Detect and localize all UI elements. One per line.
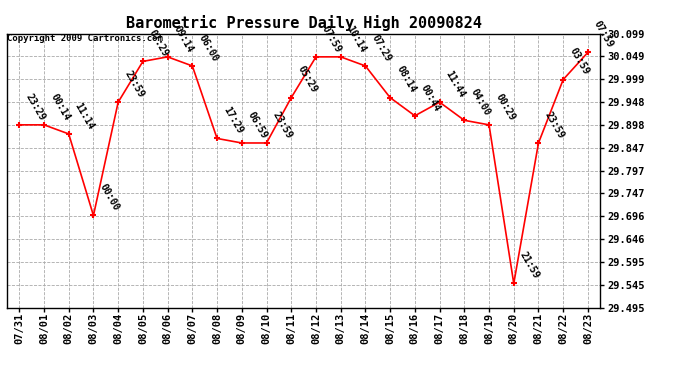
Text: 23:29: 23:29 xyxy=(23,92,47,122)
Text: 00:00: 00:00 xyxy=(97,182,121,213)
Text: 23:59: 23:59 xyxy=(270,110,294,140)
Text: 09:14: 09:14 xyxy=(172,24,195,54)
Text: 07:59: 07:59 xyxy=(592,19,615,50)
Text: 03:59: 03:59 xyxy=(567,46,591,77)
Text: 06:00: 06:00 xyxy=(197,33,220,63)
Text: 21:59: 21:59 xyxy=(518,250,541,281)
Text: 07:29: 07:29 xyxy=(370,33,393,63)
Title: Barometric Pressure Daily High 20090824: Barometric Pressure Daily High 20090824 xyxy=(126,15,482,31)
Text: 07:29: 07:29 xyxy=(147,28,170,58)
Text: 23:59: 23:59 xyxy=(122,69,146,99)
Text: 05:29: 05:29 xyxy=(295,64,319,95)
Text: 00:14: 00:14 xyxy=(48,92,72,122)
Text: Copyright 2009 Cartronics.com: Copyright 2009 Cartronics.com xyxy=(7,34,163,43)
Text: 00:29: 00:29 xyxy=(493,92,517,122)
Text: 10:14: 10:14 xyxy=(345,24,368,54)
Text: 11:14: 11:14 xyxy=(73,101,96,131)
Text: 17:29: 17:29 xyxy=(221,105,244,136)
Text: 04:00: 04:00 xyxy=(469,87,492,117)
Text: 11:44: 11:44 xyxy=(444,69,467,99)
Text: 07:59: 07:59 xyxy=(320,24,344,54)
Text: 00:44: 00:44 xyxy=(419,82,442,113)
Text: 06:59: 06:59 xyxy=(246,110,269,140)
Text: 23:59: 23:59 xyxy=(542,110,566,140)
Text: 08:14: 08:14 xyxy=(394,64,417,95)
